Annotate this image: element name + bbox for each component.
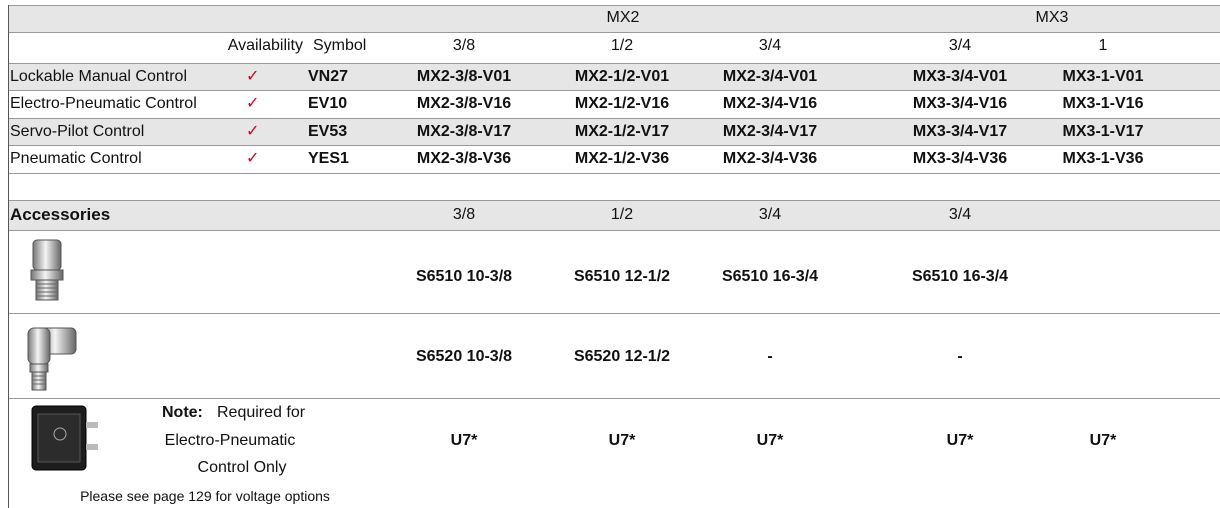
product-code: MX3-3/4-V36: [912, 150, 1008, 167]
column-header: 1/2: [610, 37, 634, 54]
table-row: [8, 5, 1220, 32]
row-label: Pneumatic Control: [10, 150, 142, 167]
symbol: EV53: [308, 123, 348, 140]
product-code: MX2-3/8-V36: [416, 150, 512, 167]
left-border: [8, 5, 9, 508]
product-code: MX2-3/8-V01: [416, 68, 512, 85]
column-header: 3/4: [758, 206, 782, 223]
product-code: MX3-1-V17: [1062, 123, 1144, 140]
table-row: [8, 90, 1220, 118]
note-text: Electro-Pneumatic: [164, 432, 296, 449]
accessory-code: -: [957, 348, 963, 365]
group-header: MX3: [1035, 9, 1069, 26]
table-row: [8, 230, 1220, 313]
table-row: [8, 145, 1220, 173]
symbol: EV10: [308, 95, 348, 112]
column-header: 1: [1098, 37, 1108, 54]
column-header: Symbol: [313, 37, 367, 54]
symbol: VN27: [308, 68, 349, 85]
footnote: Please see page 129 for voltage options: [80, 488, 330, 504]
table-row: [8, 32, 1220, 63]
accessory-code: U7*: [608, 432, 636, 449]
product-code: MX2-1/2-V36: [574, 150, 670, 167]
accessory-code: -: [767, 348, 773, 365]
product-code: MX2-1/2-V01: [574, 68, 670, 85]
product-code: MX2-1/2-V16: [574, 95, 670, 112]
accessory-code: U7*: [756, 432, 784, 449]
column-header: 3/8: [452, 206, 476, 223]
accessory-code: S6510 16-3/4: [911, 268, 1009, 285]
product-code: MX2-3/4-V36: [722, 150, 818, 167]
row-label: Servo-Pilot Control: [10, 123, 145, 140]
product-code: MX2-3/4-V17: [722, 123, 818, 140]
availability-check: ✓: [246, 95, 260, 112]
accessory-code: S6510 10-3/8: [415, 268, 513, 285]
table-row: [8, 313, 1220, 398]
table-row: [8, 200, 1220, 230]
availability-check: ✓: [246, 123, 260, 140]
note-text: Control Only: [197, 459, 287, 476]
table-row: [8, 173, 1220, 200]
accessory-code: S6510 12-1/2: [573, 268, 671, 285]
product-code: MX3-3/4-V01: [912, 68, 1008, 85]
table-row: [8, 63, 1220, 90]
table-row: [8, 398, 1220, 508]
product-code: MX3-3/4-V17: [912, 123, 1008, 140]
section-title: Accessories: [10, 205, 111, 224]
accessory-code: U7*: [450, 432, 478, 449]
row-label: Lockable Manual Control: [10, 68, 187, 85]
product-code: MX2-3/8-V17: [416, 123, 512, 140]
column-header: 1/2: [610, 206, 634, 223]
row-label: Electro-Pneumatic Control: [10, 95, 197, 112]
column-header: 3/8: [452, 37, 476, 54]
availability-check: ✓: [246, 68, 260, 85]
column-header: 3/4: [758, 37, 782, 54]
product-code: MX3-1-V36: [1062, 150, 1144, 167]
table-row: [8, 118, 1220, 145]
note-text: Required for: [217, 404, 306, 421]
product-code: MX2-3/4-V16: [722, 95, 818, 112]
accessory-code: S6520 12-1/2: [573, 348, 671, 365]
column-header: Availability: [227, 37, 303, 54]
accessory-code: S6510 16-3/4: [721, 268, 819, 285]
straight-fitting-image: [30, 239, 64, 301]
elbow-fitting-image: [27, 327, 77, 391]
group-header: MX2: [606, 9, 640, 26]
accessory-code: S6520 10-3/8: [415, 348, 513, 365]
note-label: Note:: [162, 404, 203, 421]
product-code: MX3-1-V16: [1062, 95, 1144, 112]
product-code: MX2-3/4-V01: [722, 68, 818, 85]
product-code: MX2-1/2-V17: [574, 123, 670, 140]
accessory-code: U7*: [1089, 432, 1117, 449]
availability-check: ✓: [246, 150, 260, 167]
column-header: 3/4: [948, 206, 972, 223]
symbol: YES1: [308, 150, 349, 167]
product-code: MX2-3/8-V16: [416, 95, 512, 112]
product-code: MX3-3/4-V16: [912, 95, 1008, 112]
product-code: MX3-1-V01: [1062, 68, 1144, 85]
accessory-code: U7*: [946, 432, 974, 449]
coil-image: [31, 405, 98, 471]
column-header: 3/4: [948, 37, 972, 54]
